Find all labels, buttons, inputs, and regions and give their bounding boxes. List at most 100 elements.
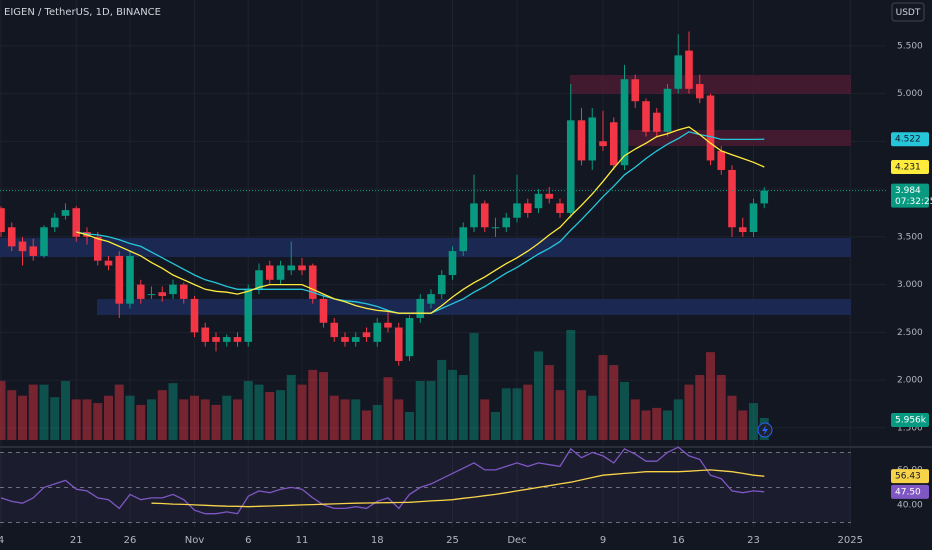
volume-bar: [372, 404, 382, 440]
volume-bar: [566, 330, 576, 440]
volume-bar: [749, 403, 758, 440]
x-tick-label: Dec: [507, 535, 526, 546]
candle-body: [523, 203, 532, 213]
volume-bar: [426, 380, 436, 440]
volume-bar: [82, 399, 92, 440]
y-tick-label: 2.000: [897, 376, 923, 386]
candle-body: [405, 317, 414, 357]
candle-body: [179, 284, 188, 299]
candle-body: [158, 292, 167, 297]
volume-bar: [319, 372, 328, 440]
candle-body: [674, 55, 683, 89]
currency-label[interactable]: USDT: [896, 8, 921, 18]
volume-bar: [351, 399, 361, 440]
volume-bar: [243, 380, 253, 440]
volume-bar: [630, 399, 640, 440]
candle-body: [728, 169, 736, 228]
x-tick-label: 18: [371, 535, 384, 546]
candle-body: [255, 270, 263, 290]
candle-body: [556, 203, 564, 213]
y-tick-label: 3.000: [897, 280, 923, 290]
rsi-line: [0, 446, 765, 515]
volume-bar: [114, 384, 124, 440]
candle-body: [502, 217, 511, 228]
volume-bar: [555, 390, 565, 440]
candle-body: [470, 203, 478, 228]
rsi-ma-line: [151, 469, 765, 508]
volume-bar: [716, 375, 726, 440]
volume-bar: [329, 395, 339, 440]
x-tick-label: 16: [672, 535, 685, 546]
candle-body: [0, 208, 5, 233]
volume-bar: [147, 399, 156, 440]
volume-bar: [125, 395, 135, 440]
candle-body: [545, 193, 554, 199]
candle-body: [588, 117, 597, 161]
candle-body: [308, 265, 317, 299]
rsi-pane: [0, 446, 851, 523]
candle-body: [642, 101, 650, 132]
price-tag-label: 56.43: [895, 472, 921, 482]
candle-body: [169, 284, 177, 295]
price-tag: [891, 484, 929, 499]
candle-body: [459, 227, 468, 252]
moving-average: [76, 126, 765, 314]
volume-bar: [362, 410, 371, 440]
y-tick-label: 2.500: [897, 328, 923, 338]
volume-bar: [652, 407, 662, 440]
candle-body: [319, 298, 328, 323]
x-tick-label: 6: [245, 535, 251, 546]
demand-zone: [97, 299, 851, 315]
candle-body: [394, 327, 403, 361]
candle-body: [115, 255, 124, 304]
x-tick-label: 23: [747, 535, 760, 546]
y-tick-label: 5.000: [897, 89, 923, 99]
candle-body: [427, 294, 435, 304]
volume-bar: [28, 384, 38, 440]
x-tick-label: 4: [0, 535, 4, 546]
volume-bar: [308, 369, 318, 440]
volume-bar: [93, 403, 103, 440]
rsi-tick-label: 40.00: [897, 500, 923, 510]
candle-body: [362, 332, 371, 338]
candle-body: [738, 227, 747, 233]
volume-bar: [0, 380, 6, 440]
candle-body: [40, 227, 48, 256]
candle-body: [233, 337, 242, 342]
currency-button[interactable]: [891, 2, 925, 22]
candle-body: [276, 265, 285, 280]
volume-bar: [673, 399, 683, 440]
marks-layer: [0, 31, 886, 366]
candle-body: [147, 294, 156, 296]
candle-body: [201, 327, 210, 342]
candle-body: [695, 84, 704, 99]
candle-body: [61, 210, 70, 216]
candle-body: [298, 265, 306, 271]
volume-bar: [157, 390, 167, 440]
x-tick-label: 25: [446, 535, 459, 546]
price-tag-label: 5.956k: [895, 416, 927, 426]
candle-body: [93, 236, 102, 261]
candle-body: [29, 246, 38, 256]
candle-body: [577, 120, 586, 161]
volume-layer: [0, 330, 769, 440]
volume-bar: [458, 375, 468, 440]
alert-icon-bolt: [762, 425, 768, 435]
candle-body: [566, 120, 575, 213]
candle-body: [72, 208, 81, 237]
volume-bar: [18, 395, 27, 440]
candle-body: [265, 265, 274, 280]
volume-bar: [480, 399, 490, 440]
volume-bar: [587, 395, 597, 440]
candle-body: [136, 284, 145, 299]
volume-bar: [276, 390, 285, 440]
y-tick-label: 3.500: [897, 232, 923, 242]
volume-bar: [448, 369, 457, 440]
volume-bar: [437, 359, 447, 440]
volume-bar: [297, 384, 307, 440]
volume-bar: [265, 392, 275, 440]
candle-body: [437, 275, 446, 295]
volume-bar: [727, 395, 737, 440]
volume-bar: [598, 355, 608, 440]
